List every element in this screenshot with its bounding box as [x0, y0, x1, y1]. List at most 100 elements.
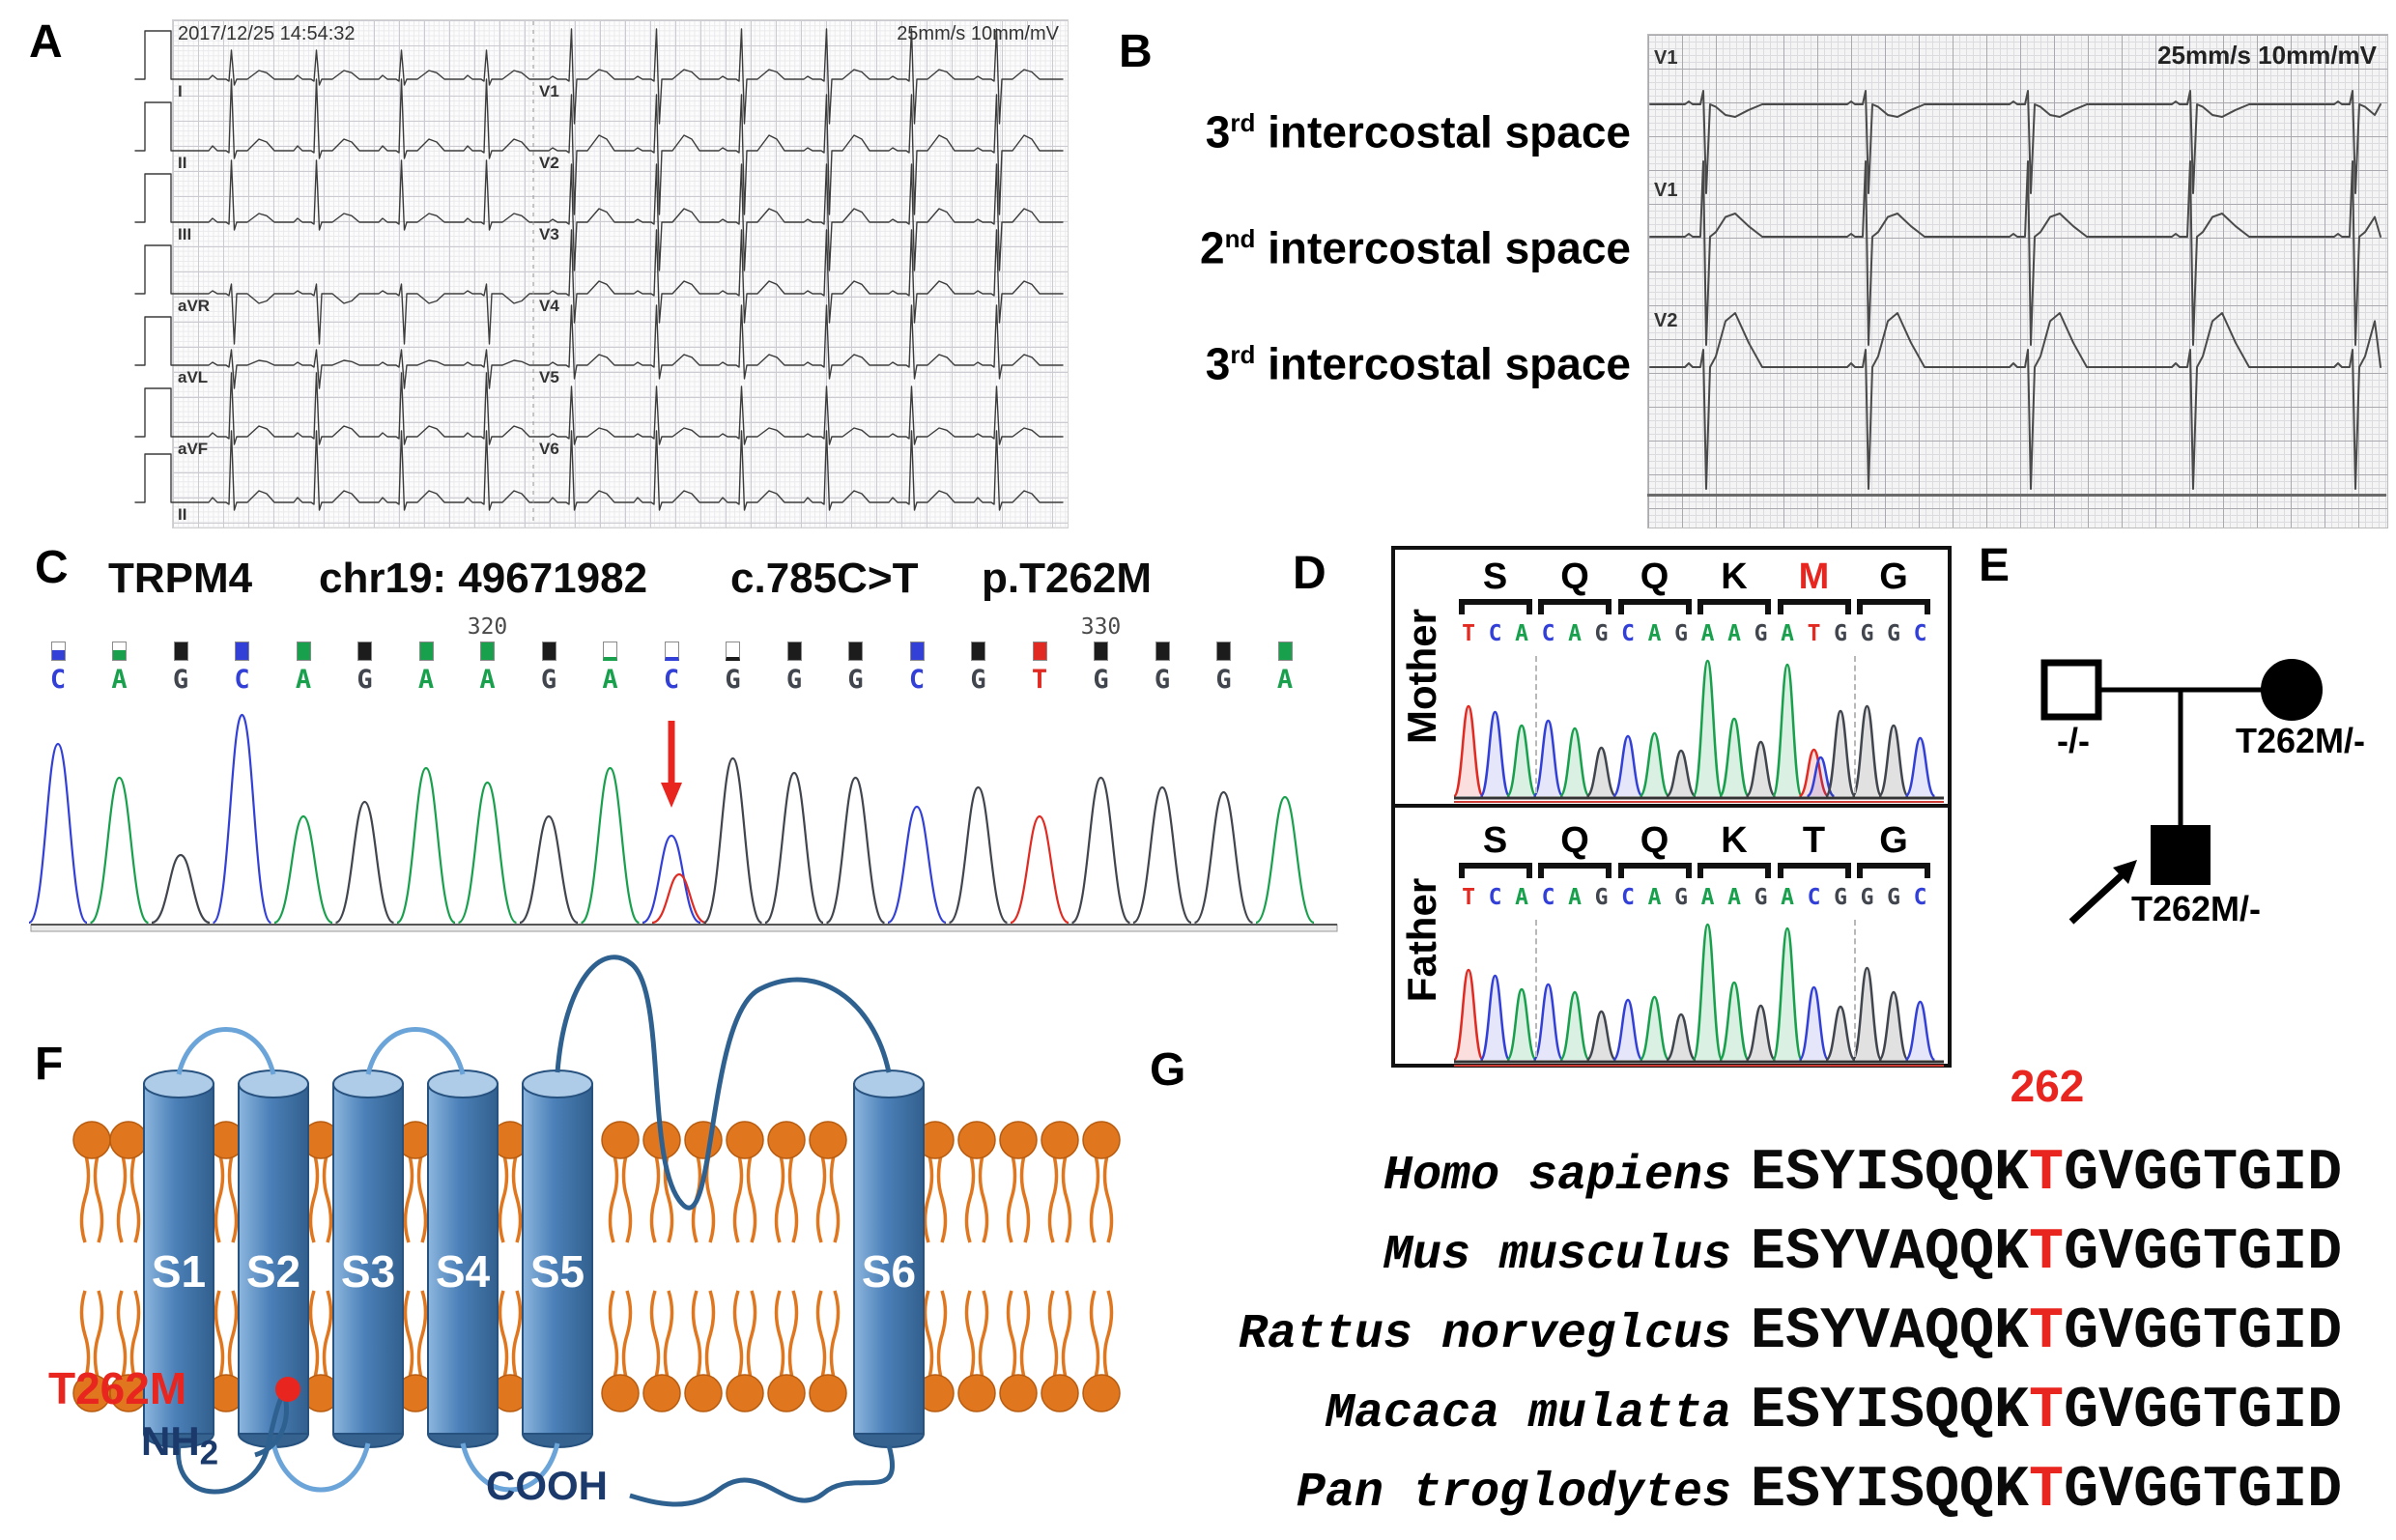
tm-segment-bottom: [238, 1419, 309, 1448]
ecg-timestamp: 2017/12/25 14:54:32: [178, 23, 356, 44]
chromatogram-box-divider: [1395, 804, 1948, 808]
quality-block: [1094, 642, 1108, 661]
tm-segment-label: S2: [246, 1246, 300, 1297]
lipid-tail: [691, 1151, 702, 1243]
lipid-tail: [1061, 1151, 1072, 1243]
lipid-tail: [322, 1290, 333, 1383]
quality-block: [173, 642, 188, 661]
quality-block: [848, 642, 863, 661]
lipid-tail: [663, 1151, 674, 1243]
lipid-head: [1041, 1121, 1079, 1159]
alignment-row: Pan troglodytes ESYISQQKTGVGGTGID: [1140, 1452, 2386, 1529]
lipid-head: [491, 1121, 529, 1159]
tm-segment-cylinder: [332, 1083, 404, 1435]
chromatogram-peak: [151, 853, 211, 925]
base-letter: G: [785, 665, 803, 695]
lipid-tail: [704, 1290, 716, 1383]
chromatogram-peak-secondary: [651, 872, 707, 925]
conserved-residue: T: [2029, 1220, 2065, 1286]
quality-block: [357, 642, 372, 661]
lipid-tail: [498, 1290, 509, 1383]
lipid-tail: [511, 1151, 523, 1243]
chromatogram-peak: [580, 766, 641, 925]
lipid-tail: [621, 1151, 633, 1243]
lipid-head: [767, 1374, 806, 1412]
position-tick: 330: [1080, 614, 1122, 640]
lipid-tail: [1102, 1151, 1114, 1243]
lipid-tail: [416, 1290, 428, 1383]
lipid-tail: [1019, 1151, 1031, 1243]
lipid-tail: [1089, 1290, 1100, 1383]
tm-segment-top: [332, 1069, 404, 1098]
proband-arrow-icon: [2113, 860, 2137, 884]
base-letter: C: [234, 665, 250, 695]
lipid-head: [999, 1374, 1038, 1412]
quality-block: [786, 642, 802, 661]
chromatogram-baseline: [30, 924, 1338, 932]
lipid-head: [684, 1374, 723, 1412]
base-letter: A: [295, 665, 312, 695]
extracellular-loop: [176, 1027, 276, 1075]
species-name: Pan troglodytes: [1296, 1466, 1731, 1521]
tm-segment-cylinder: [853, 1083, 925, 1435]
conserved-residue: T: [2029, 1141, 2065, 1207]
pedigree-proband-genotype: T262M/-: [2130, 889, 2262, 928]
quality-block: [112, 642, 127, 661]
lipid-tail: [498, 1151, 509, 1243]
chromatogram-peak: [519, 814, 579, 925]
base-letter: C: [663, 665, 680, 695]
alignment-position-label: 262: [2010, 1061, 2085, 1111]
quality-block: [418, 642, 434, 661]
tm-segment-cylinder: [522, 1083, 593, 1435]
tm-segment-bottom: [853, 1419, 925, 1448]
lipid-tail: [1006, 1151, 1017, 1243]
ecg-scale-a: 25mm/s 10mm/mV: [897, 23, 1059, 44]
tm-segment-cylinder: [238, 1083, 309, 1435]
lipid-tail: [227, 1151, 239, 1243]
lipid-tail: [403, 1151, 414, 1243]
lipid-tail: [649, 1151, 661, 1243]
lipid-tail: [1019, 1290, 1031, 1383]
lipid-tail: [829, 1151, 841, 1243]
base-letter: G: [1215, 665, 1232, 695]
nterm-text: NH: [141, 1418, 200, 1464]
lipid-tail: [1089, 1151, 1100, 1243]
panel-label-g: G: [1150, 1044, 1186, 1096]
lipid-head: [957, 1374, 996, 1412]
lipid-head: [726, 1374, 764, 1412]
base-letter: C: [49, 665, 67, 695]
tm-segment-label: S1: [152, 1246, 206, 1297]
lipid-head: [207, 1121, 245, 1159]
lipid-tail: [227, 1290, 239, 1383]
n-terminus-chain: [254, 1390, 289, 1458]
pedigree-proband-square: [2151, 825, 2211, 885]
lipid-tail: [964, 1290, 976, 1383]
ordinal-suffix: rd: [1230, 340, 1256, 369]
chromatogram-peak: [948, 785, 1009, 925]
lipid-tail: [829, 1290, 841, 1383]
panel-label-b: B: [1119, 26, 1153, 77]
conserved-residue: T: [2029, 1379, 2065, 1444]
lipid-head: [684, 1121, 723, 1159]
lipid-head: [301, 1374, 340, 1412]
sequence-text: ESYVAQQKTGVGGTGID: [1751, 1299, 2343, 1365]
base-letter: A: [417, 665, 435, 695]
quality-block: [1155, 642, 1170, 661]
base-letter: A: [602, 665, 618, 695]
lipid-tail: [116, 1151, 128, 1243]
lipid-tail: [608, 1151, 619, 1243]
tm-segment-bottom: [427, 1419, 499, 1448]
lipid-head: [916, 1374, 955, 1412]
chromatogram-peak: [89, 776, 150, 925]
mutation-site-label: T262M: [48, 1363, 187, 1413]
space-number: 3: [1205, 106, 1231, 157]
ecg-bold-line: [1647, 494, 2386, 497]
ecg-grid-panel-b: [1647, 34, 2388, 528]
lipid-head: [301, 1121, 340, 1159]
base-letter: A: [1276, 665, 1294, 695]
chromatogram-peak: [887, 805, 947, 925]
intercostal-space-label: 2nd intercostal space: [1101, 207, 1631, 272]
lipid-tail: [608, 1290, 619, 1383]
ecg-scale-b: 25mm/s 10mm/mV: [2157, 41, 2377, 70]
panel-label-f: F: [35, 1039, 64, 1090]
